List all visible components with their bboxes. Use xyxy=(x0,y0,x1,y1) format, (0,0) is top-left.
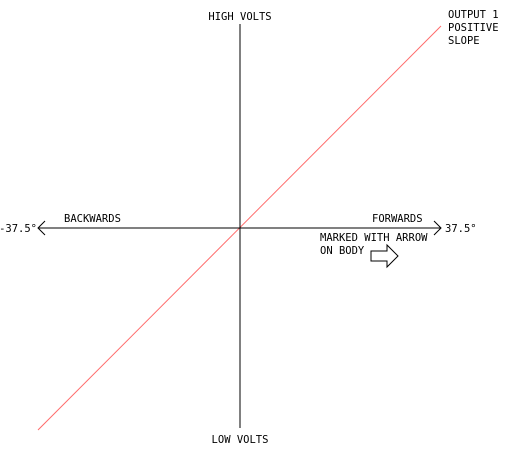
high-volts-label: HIGH VOLTS xyxy=(208,11,271,23)
left-limit-label: -37.5° xyxy=(0,223,37,235)
backwards-label: BACKWARDS xyxy=(64,213,121,225)
right-limit-label: 37.5° xyxy=(445,223,477,235)
low-volts-label: LOW VOLTS xyxy=(212,434,269,446)
right-arrowhead-icon xyxy=(433,220,442,236)
direction-arrow-icon xyxy=(370,243,399,269)
forwards-label: FORWARDS xyxy=(372,213,423,225)
output-label-line-1: OUTPUT 1 - xyxy=(448,9,505,21)
left-arrowhead-icon xyxy=(37,220,46,236)
output-label-line-3: SLOPE xyxy=(448,35,480,47)
direction-note-line-1: MARKED WITH ARROW xyxy=(320,232,428,244)
direction-note-line-2: ON BODY xyxy=(320,245,365,257)
output-label-line-2: POSITIVE xyxy=(448,22,499,34)
